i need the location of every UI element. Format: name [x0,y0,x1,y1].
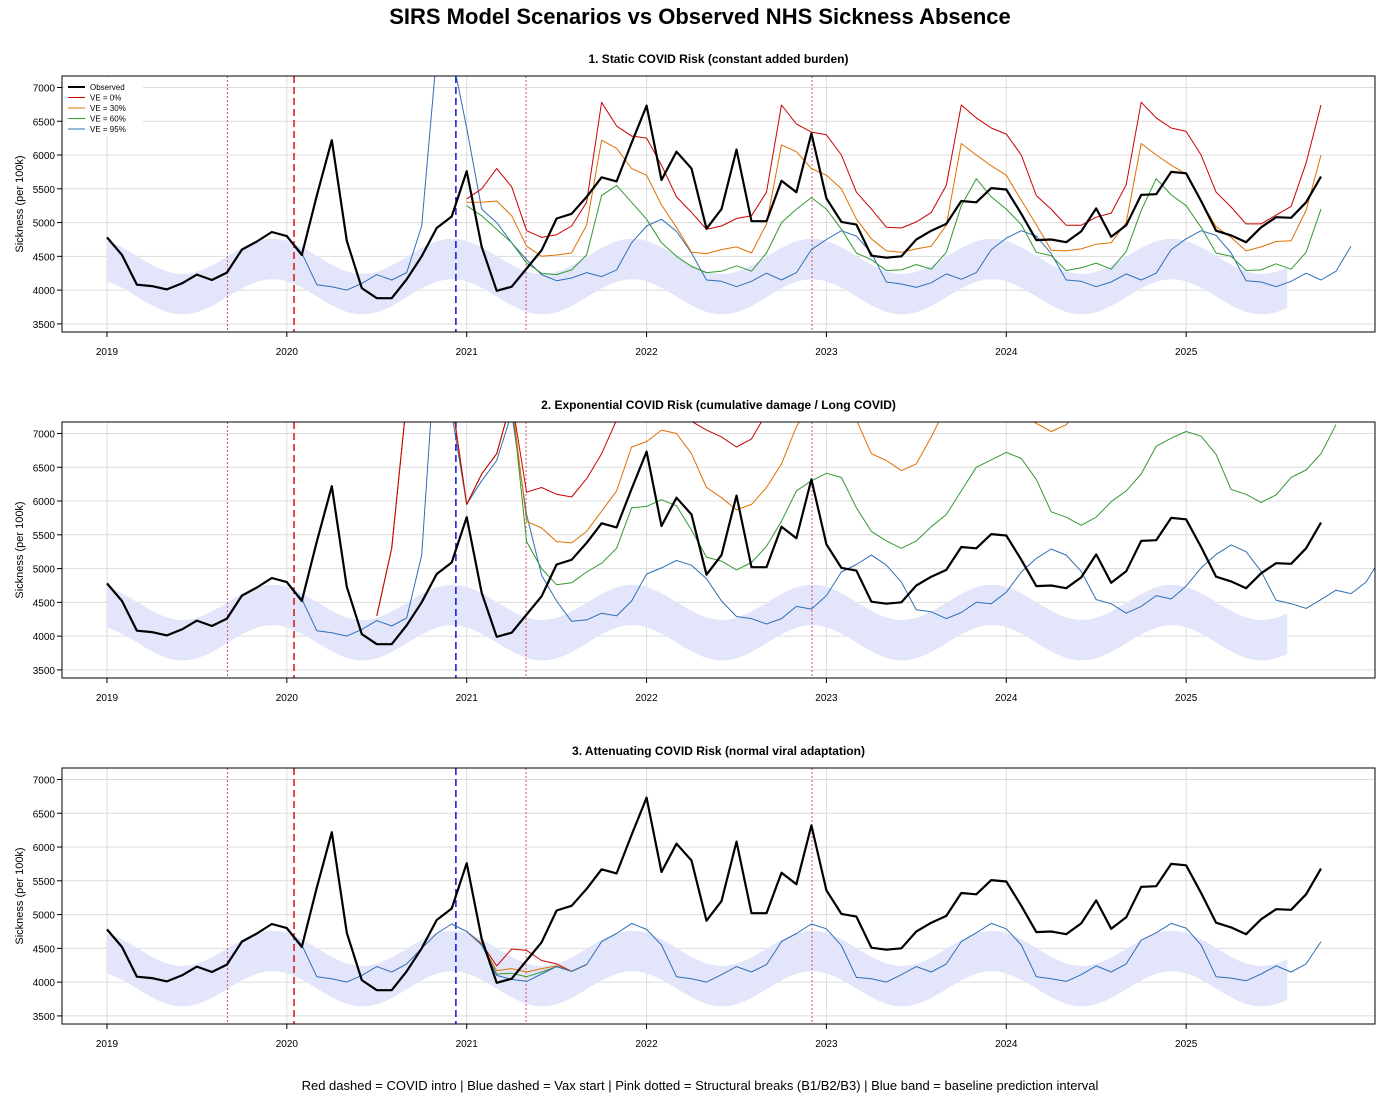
x-tick-label: 2022 [635,693,658,704]
y-tick-label: 4000 [33,978,56,989]
series-line-ve95 [286,922,1322,983]
y-tick-label: 6000 [33,497,56,508]
y-tick-label: 6500 [33,117,56,128]
x-tick-label: 2020 [276,347,299,358]
panel-frame [61,421,1376,679]
chart-panel-3: 3. Attenuating COVID Risk (normal viral … [14,744,1376,1050]
panel-title: 1. Static COVID Risk (constant added bur… [588,52,848,66]
y-tick-label: 4500 [33,598,56,609]
chart-panel-2: 2. Exponential COVID Risk (cumulative da… [14,398,1376,704]
y-axis-label: Sickness (per 100k) [14,501,26,598]
series-line-ve60 [376,422,1337,617]
y-tick-label: 6000 [33,151,56,162]
series-line-ve95 [286,76,1352,291]
x-tick-label: 2019 [96,1039,119,1050]
series-line-ve0 [376,422,762,617]
x-tick-label: 2024 [995,1039,1018,1050]
plot-area [106,768,1322,1024]
y-tick-label: 5000 [33,911,56,922]
panel-title: 3. Attenuating COVID Risk (normal viral … [572,744,865,758]
y-tick-label: 5500 [33,185,56,196]
series-line-ve60 [466,178,1322,276]
y-tick-label: 6000 [33,843,56,854]
x-tick-label: 2025 [1175,693,1198,704]
x-tick-label: 2020 [276,1039,299,1050]
x-tick-label: 2021 [456,347,479,358]
y-tick-label: 7000 [33,83,56,94]
x-tick-label: 2023 [815,347,838,358]
baseline-prediction-band [107,930,1288,1007]
y-tick-label: 3500 [33,320,56,331]
x-tick-label: 2021 [456,1039,479,1050]
x-tick-label: 2019 [96,693,119,704]
y-tick-label: 5000 [33,565,56,576]
x-tick-label: 2023 [815,1039,838,1050]
x-tick-label: 2022 [635,1039,658,1050]
series-line-observed [106,796,1322,992]
y-tick-label: 5500 [33,531,56,542]
y-axis-label: Sickness (per 100k) [14,155,26,252]
x-tick-label: 2022 [635,347,658,358]
y-tick-label: 4000 [33,286,56,297]
footer-legend-note: Red dashed = COVID intro | Blue dashed =… [301,1078,1099,1093]
y-tick-label: 4000 [33,632,56,643]
legend-label-ve60: VE = 60% [90,115,126,124]
plot-area [106,422,1375,678]
y-tick-label: 6500 [33,463,56,474]
legend-label-ve0: VE = 0% [90,94,121,103]
chart-panel-1: 1. Static COVID Risk (constant added bur… [14,52,1376,358]
x-tick-label: 2023 [815,693,838,704]
y-tick-label: 4500 [33,252,56,263]
x-tick-label: 2021 [456,693,479,704]
legend-label-ve30: VE = 30% [90,104,126,113]
baseline-prediction-band [107,238,1288,315]
series-line-observed [106,104,1322,300]
panel-frame [61,767,1376,1025]
y-tick-label: 3500 [33,666,56,677]
baseline-prediction-band [107,584,1288,661]
series-line-ve95 [286,422,1375,637]
x-tick-label: 2025 [1175,347,1198,358]
series-line-ve30 [466,139,1322,257]
y-tick-label: 5000 [33,219,56,230]
series-line-ve0 [466,101,1322,238]
x-tick-label: 2024 [995,693,1018,704]
legend-label-ve95: VE = 95% [90,125,126,134]
x-tick-label: 2019 [96,347,119,358]
plot-area [106,76,1352,332]
main-title: SIRS Model Scenarios vs Observed NHS Sic… [389,4,1011,29]
x-tick-label: 2020 [276,693,299,704]
y-tick-label: 6500 [33,809,56,820]
y-tick-label: 4500 [33,944,56,955]
x-tick-label: 2024 [995,347,1018,358]
x-tick-label: 2025 [1175,1039,1198,1050]
legend-label-observed: Observed [90,83,125,92]
series-line-observed [106,450,1322,646]
y-tick-label: 7000 [33,775,56,786]
y-tick-label: 7000 [33,429,56,440]
panel-title: 2. Exponential COVID Risk (cumulative da… [541,398,896,412]
y-tick-label: 5500 [33,877,56,888]
y-axis-label: Sickness (per 100k) [14,847,26,944]
y-tick-label: 3500 [33,1012,56,1023]
panel-frame [61,75,1376,333]
